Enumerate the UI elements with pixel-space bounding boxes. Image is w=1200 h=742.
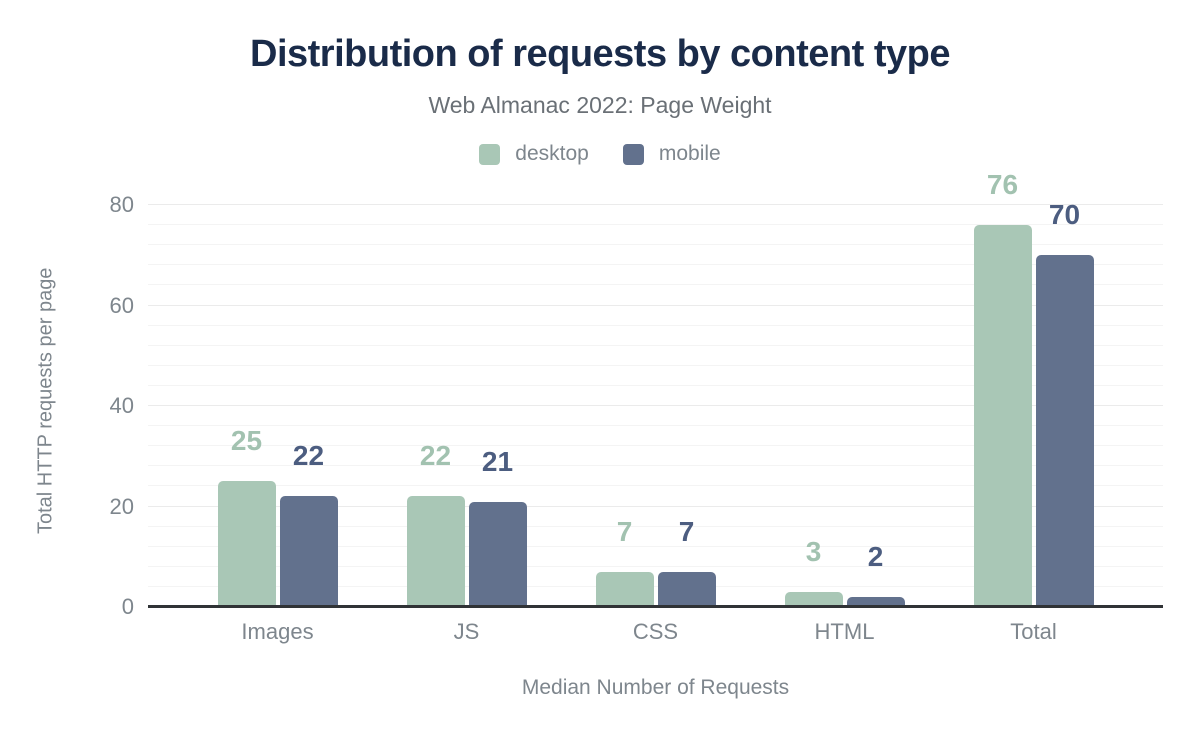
legend-label-desktop: desktop [515, 142, 589, 165]
value-label-desktop-html: 3 [805, 535, 822, 567]
minor-gridline [148, 545, 1163, 547]
bar-mobile-images [279, 496, 338, 607]
minor-gridline [148, 264, 1163, 266]
major-gridline [148, 304, 1163, 306]
legend: desktop mobile [0, 142, 1200, 166]
x-category-label-images: Images [241, 619, 314, 644]
minor-gridline [148, 284, 1163, 286]
bar-mobile-js [468, 501, 527, 607]
bar-mobile-total [1035, 255, 1094, 607]
minor-gridline [148, 565, 1163, 567]
value-label-desktop-images: 25 [230, 425, 263, 457]
minor-gridline [148, 364, 1163, 366]
minor-gridline [148, 244, 1163, 246]
legend-label-mobile: mobile [658, 142, 721, 165]
bar-mobile-css [657, 571, 716, 607]
y-tick-label: 0 [121, 594, 134, 619]
minor-gridline [148, 425, 1163, 427]
x-category-label-html: HTML [814, 619, 875, 644]
bar-desktop-total [973, 225, 1032, 607]
minor-gridline [148, 585, 1163, 587]
minor-gridline [148, 384, 1163, 386]
minor-gridline [148, 224, 1163, 226]
legend-swatch-mobile [622, 143, 644, 165]
plot-area: 0 20 40 60 80 25 22 22 21 7 7 3 2 76 70 [110, 171, 1163, 619]
value-label-mobile-js: 21 [481, 445, 514, 477]
x-category-label-js: JS [453, 619, 480, 644]
legend-item-mobile: mobile [622, 142, 721, 166]
x-axis-category-labels: Images JS CSS HTML Total [148, 619, 1163, 645]
major-gridline [148, 405, 1163, 407]
x-category-label-css: CSS [632, 619, 679, 644]
value-label-desktop-js: 22 [419, 440, 452, 472]
value-label-mobile-images: 22 [292, 440, 325, 472]
y-tick-label: 80 [109, 192, 134, 218]
minor-gridline [148, 344, 1163, 346]
major-gridline [148, 204, 1163, 206]
x-category-label-total: Total [1010, 619, 1057, 644]
bar-desktop-images [217, 481, 276, 607]
x-axis-line [148, 605, 1163, 608]
x-axis-title: Median Number of Requests [521, 676, 790, 699]
major-gridline [148, 505, 1163, 507]
value-label-desktop-total: 76 [986, 169, 1019, 201]
value-label-mobile-css: 7 [678, 515, 695, 547]
value-label-mobile-html: 2 [867, 540, 884, 572]
y-tick-label: 40 [109, 393, 134, 419]
y-tick-label: 60 [109, 292, 134, 318]
minor-gridline [148, 324, 1163, 326]
bar-desktop-html [784, 591, 843, 607]
minor-gridline [148, 445, 1163, 447]
value-label-desktop-css: 7 [616, 515, 633, 547]
y-tick-label: 20 [109, 493, 134, 519]
minor-gridline [148, 485, 1163, 487]
chart-subtitle: Web Almanac 2022: Page Weight [428, 92, 772, 118]
bar-desktop-css [595, 571, 654, 607]
minor-gridline [148, 525, 1163, 527]
value-label-mobile-total: 70 [1048, 199, 1081, 231]
legend-item-desktop: desktop [479, 142, 589, 166]
bar-desktop-js [406, 496, 465, 607]
minor-gridline [148, 465, 1163, 467]
chart-title: Distribution of requests by content type [250, 33, 950, 75]
bar-mobile-html [846, 596, 905, 607]
legend-swatch-desktop [479, 143, 501, 165]
